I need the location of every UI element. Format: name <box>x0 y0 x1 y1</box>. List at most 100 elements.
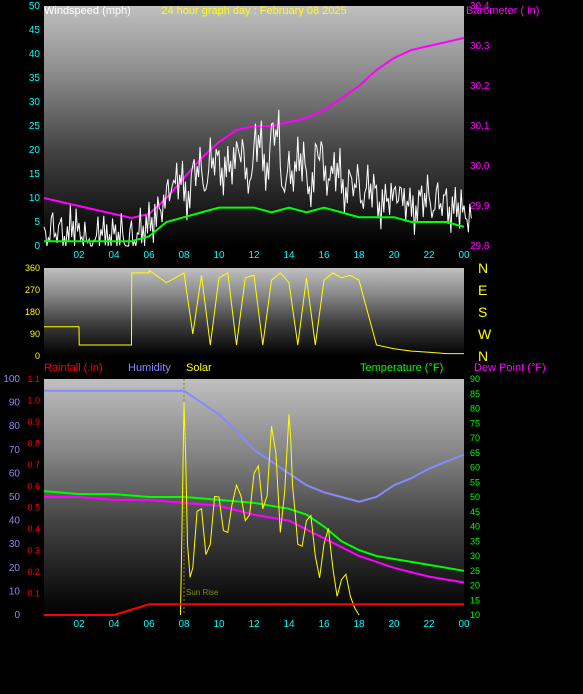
y-tick-right: 70 <box>470 433 480 443</box>
y-tick: 10 <box>9 586 21 597</box>
y-tick: 70 <box>9 445 21 456</box>
y-tick: 270 <box>25 285 40 295</box>
y-tick: 60 <box>9 468 21 479</box>
y-tick-rain: 0.3 <box>27 546 40 556</box>
x-tick: 22 <box>423 619 435 630</box>
chart-title: 24 hour graph day : February 08 2025 <box>161 5 346 17</box>
y-tick: 0 <box>14 610 20 621</box>
x-tick: 06 <box>143 250 155 261</box>
y-tick-right: 10 <box>470 610 480 620</box>
y-tick-right: 25 <box>470 566 480 576</box>
y-tick: 0 <box>35 351 40 361</box>
y-tick: 80 <box>9 421 21 432</box>
y-tick: 40 <box>9 516 21 527</box>
x-tick: 00 <box>458 619 470 630</box>
x-tick: 08 <box>178 619 190 630</box>
y-tick: 50 <box>9 492 21 503</box>
x-tick: 20 <box>388 619 400 630</box>
y-tick-right: 90 <box>470 374 480 384</box>
x-tick: 20 <box>388 250 400 261</box>
y-tick-right: 30.3 <box>470 41 490 52</box>
compass-label: W <box>478 326 492 342</box>
x-tick: 04 <box>108 250 120 261</box>
dir-chart-bg <box>44 268 464 356</box>
windspeed-label: Windspeed (mph) <box>44 5 131 17</box>
series-label: Humidity <box>128 362 171 374</box>
x-tick: 18 <box>353 619 365 630</box>
series-label: Rainfall (.in) <box>44 362 103 374</box>
y-tick: 25 <box>29 121 41 132</box>
y-tick-rain: 0.8 <box>27 438 40 448</box>
compass-label: N <box>478 260 488 276</box>
y-tick-rain: 0.5 <box>27 503 40 513</box>
y-tick-right: 65 <box>470 448 480 458</box>
y-tick: 0 <box>34 241 40 252</box>
y-tick-right: 40 <box>470 522 480 532</box>
compass-label: S <box>478 304 487 320</box>
x-tick: 12 <box>248 619 260 630</box>
y-tick: 10 <box>29 193 41 204</box>
x-tick: 18 <box>353 250 365 261</box>
sunrise-label: Sun Rise <box>186 588 219 597</box>
x-tick: 08 <box>178 250 190 261</box>
y-tick-rain: 0.9 <box>27 417 40 427</box>
y-tick-right: 30.4 <box>470 1 490 12</box>
y-tick: 180 <box>25 307 40 317</box>
y-tick-right: 85 <box>470 389 480 399</box>
y-tick: 15 <box>29 169 41 180</box>
y-tick: 45 <box>29 25 41 36</box>
x-tick: 22 <box>423 250 435 261</box>
y-tick-right: 30 <box>470 551 480 561</box>
y-tick-right: 20 <box>470 581 480 591</box>
y-tick: 20 <box>29 145 41 156</box>
y-tick: 360 <box>25 263 40 273</box>
y-tick-right: 45 <box>470 507 480 517</box>
y-tick-right: 75 <box>470 418 480 428</box>
x-tick: 04 <box>108 619 120 630</box>
y-tick: 50 <box>29 1 41 12</box>
y-tick: 90 <box>9 398 21 409</box>
x-tick: 16 <box>318 250 330 261</box>
y-tick: 30 <box>29 97 41 108</box>
y-tick-right: 50 <box>470 492 480 502</box>
y-tick: 90 <box>30 329 40 339</box>
y-tick-right: 80 <box>470 404 480 414</box>
x-tick: 12 <box>248 250 260 261</box>
x-tick: 16 <box>318 619 330 630</box>
x-tick: 10 <box>213 619 225 630</box>
y-tick-rain: 1.1 <box>27 374 40 384</box>
y-tick: 5 <box>34 217 40 228</box>
y-tick-right: 60 <box>470 463 480 473</box>
y-tick: 100 <box>3 374 20 385</box>
x-tick: 06 <box>143 619 155 630</box>
y-tick-rain: 0.6 <box>27 481 40 491</box>
y-tick-right: 29.9 <box>470 201 490 212</box>
x-tick: 02 <box>73 619 85 630</box>
y-tick-right: 35 <box>470 536 480 546</box>
temp-chart-bg <box>44 379 464 615</box>
x-tick: 10 <box>213 250 225 261</box>
x-tick: 00 <box>458 250 470 261</box>
y-tick-rain: 0.1 <box>27 589 40 599</box>
x-tick: 14 <box>283 250 295 261</box>
y-tick-rain: 0.7 <box>27 460 40 470</box>
series-label: Solar <box>186 362 212 374</box>
y-tick-rain: 0.2 <box>27 567 40 577</box>
y-tick-rain: 1.0 <box>27 395 40 405</box>
y-tick-right: 15 <box>470 595 480 605</box>
series-label: Temperature (°F) <box>360 362 443 374</box>
y-tick: 30 <box>9 539 21 550</box>
y-tick-right: 30.1 <box>470 121 490 132</box>
y-tick: 20 <box>9 563 21 574</box>
y-tick: 35 <box>29 73 41 84</box>
y-tick-right: 30.0 <box>470 161 490 172</box>
compass-label: E <box>478 282 487 298</box>
x-tick: 02 <box>73 250 85 261</box>
y-tick-right: 30.2 <box>470 81 490 92</box>
x-tick: 14 <box>283 619 295 630</box>
y-tick-rain: 0.4 <box>27 524 40 534</box>
y-tick-right: 55 <box>470 477 480 487</box>
y-tick-right: 29.8 <box>470 241 490 252</box>
y-tick: 40 <box>29 49 41 60</box>
series-label: Dew Point (°F) <box>474 362 546 374</box>
